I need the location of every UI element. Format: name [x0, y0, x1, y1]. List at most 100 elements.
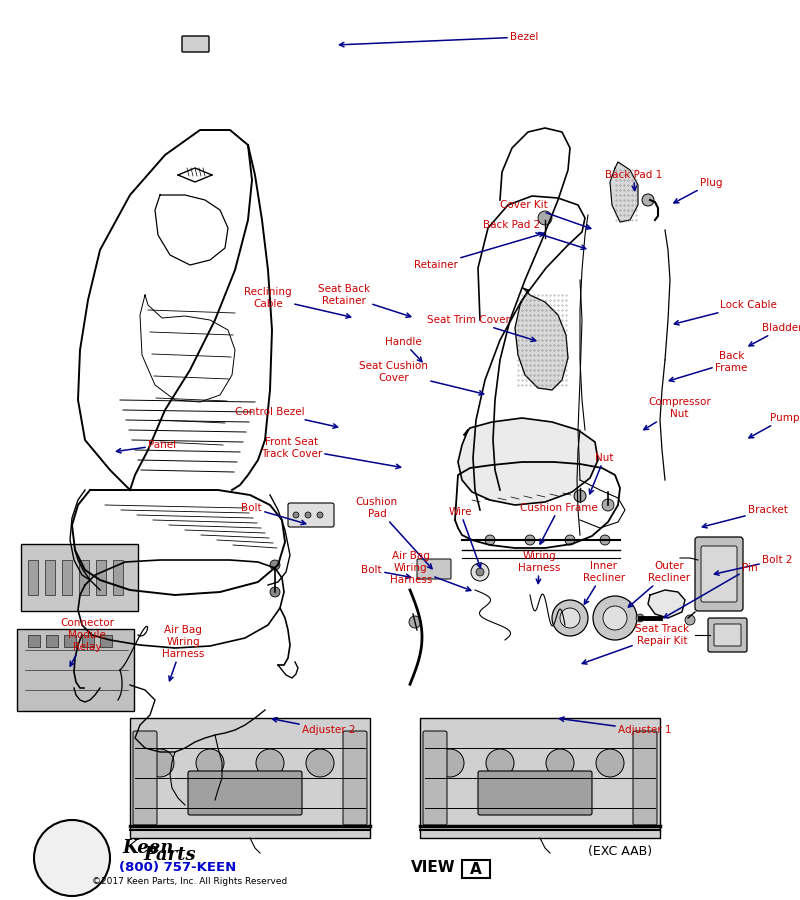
FancyBboxPatch shape — [478, 771, 592, 815]
Bar — [420, 718, 660, 838]
Bar — [45, 560, 55, 595]
Text: Keen: Keen — [122, 839, 174, 857]
Polygon shape — [648, 590, 685, 618]
Text: Bracket: Bracket — [702, 505, 788, 528]
Text: Adjuster 1: Adjuster 1 — [559, 717, 671, 735]
Bar — [113, 560, 123, 595]
Bar — [64, 635, 76, 647]
Circle shape — [409, 616, 421, 628]
Text: Cover Kit: Cover Kit — [500, 200, 590, 230]
Circle shape — [146, 749, 174, 777]
Text: VIEW: VIEW — [411, 860, 456, 876]
Text: Back Pad 1: Back Pad 1 — [605, 170, 662, 191]
Circle shape — [685, 615, 695, 625]
Text: Outer
Recliner: Outer Recliner — [628, 561, 690, 608]
Circle shape — [636, 614, 644, 622]
FancyBboxPatch shape — [21, 544, 138, 611]
Text: Adjuster 2: Adjuster 2 — [273, 717, 355, 735]
Circle shape — [486, 749, 514, 777]
Circle shape — [560, 608, 580, 628]
Circle shape — [642, 194, 654, 206]
Text: Air Bag
Wiring
Harness: Air Bag Wiring Harness — [390, 551, 471, 591]
Circle shape — [565, 535, 575, 545]
Text: Connector
Module
Relay: Connector Module Relay — [60, 617, 114, 666]
Circle shape — [476, 568, 484, 576]
Circle shape — [552, 600, 588, 636]
FancyBboxPatch shape — [288, 503, 334, 527]
Circle shape — [538, 211, 552, 225]
Bar — [130, 718, 370, 838]
Polygon shape — [458, 418, 598, 505]
Text: Back
Frame: Back Frame — [670, 351, 747, 382]
Polygon shape — [515, 288, 568, 390]
Circle shape — [602, 499, 614, 511]
Bar — [96, 560, 106, 595]
Bar — [62, 560, 72, 595]
Circle shape — [603, 606, 627, 630]
Text: Wiring
Harness: Wiring Harness — [518, 551, 560, 583]
Text: (EXC AAB): (EXC AAB) — [588, 845, 652, 859]
FancyBboxPatch shape — [133, 731, 157, 825]
Text: Air Bag
Wiring
Harness: Air Bag Wiring Harness — [162, 625, 204, 680]
Circle shape — [546, 749, 574, 777]
FancyBboxPatch shape — [714, 624, 741, 646]
Text: (800) 757-KEEN: (800) 757-KEEN — [119, 861, 237, 875]
Bar — [28, 635, 40, 647]
Text: Cushion
Pad: Cushion Pad — [356, 497, 432, 569]
Circle shape — [600, 535, 610, 545]
Circle shape — [256, 749, 284, 777]
Text: Pin: Pin — [664, 563, 758, 617]
Text: A: A — [470, 861, 482, 877]
Text: Back Pad 2: Back Pad 2 — [482, 220, 586, 249]
Bar — [79, 560, 89, 595]
Text: ©2017 Keen Parts, Inc. All Rights Reserved: ©2017 Keen Parts, Inc. All Rights Reserv… — [92, 878, 288, 886]
Circle shape — [270, 587, 280, 597]
Text: Seat Back
Retainer: Seat Back Retainer — [318, 284, 410, 318]
Circle shape — [317, 512, 323, 518]
Circle shape — [270, 560, 280, 570]
Bar — [82, 635, 94, 647]
Text: Bezel: Bezel — [339, 32, 538, 47]
Bar — [46, 635, 58, 647]
Text: Bolt: Bolt — [362, 565, 410, 579]
Circle shape — [34, 820, 110, 896]
FancyBboxPatch shape — [701, 546, 737, 602]
Text: Plug: Plug — [674, 178, 722, 202]
FancyBboxPatch shape — [633, 731, 657, 825]
Text: Nut: Nut — [590, 453, 614, 494]
Polygon shape — [610, 162, 638, 222]
Text: Front Seat
Track Cover: Front Seat Track Cover — [261, 436, 401, 469]
FancyBboxPatch shape — [343, 731, 367, 825]
Text: Cushion Frame: Cushion Frame — [520, 503, 598, 544]
Text: Pump: Pump — [749, 413, 799, 437]
Text: Seat Track
Repair Kit: Seat Track Repair Kit — [582, 624, 689, 664]
FancyBboxPatch shape — [708, 618, 747, 652]
Text: Bolt 2: Bolt 2 — [714, 555, 793, 575]
Text: Panel: Panel — [117, 440, 176, 453]
Bar — [462, 860, 490, 878]
Text: Inner
Recliner: Inner Recliner — [583, 561, 625, 604]
Text: Handle: Handle — [386, 337, 422, 362]
FancyBboxPatch shape — [417, 559, 451, 579]
Bar — [100, 635, 112, 647]
Text: Reclining
Cable: Reclining Cable — [244, 287, 350, 319]
Circle shape — [485, 535, 495, 545]
FancyBboxPatch shape — [695, 537, 743, 611]
Circle shape — [196, 749, 224, 777]
Circle shape — [574, 490, 586, 502]
Text: Retainer: Retainer — [414, 232, 544, 270]
Circle shape — [305, 512, 311, 518]
Circle shape — [593, 596, 637, 640]
Text: Compressor
Nut: Compressor Nut — [644, 397, 710, 429]
Text: Seat Cushion
Cover: Seat Cushion Cover — [359, 361, 484, 395]
Text: Wire: Wire — [449, 507, 481, 568]
Circle shape — [471, 563, 489, 581]
FancyBboxPatch shape — [182, 36, 209, 52]
FancyBboxPatch shape — [423, 731, 447, 825]
FancyBboxPatch shape — [17, 629, 134, 711]
Circle shape — [525, 535, 535, 545]
Text: Lock Cable: Lock Cable — [674, 300, 777, 325]
Circle shape — [596, 749, 624, 777]
Text: Parts: Parts — [144, 846, 196, 864]
Circle shape — [306, 749, 334, 777]
